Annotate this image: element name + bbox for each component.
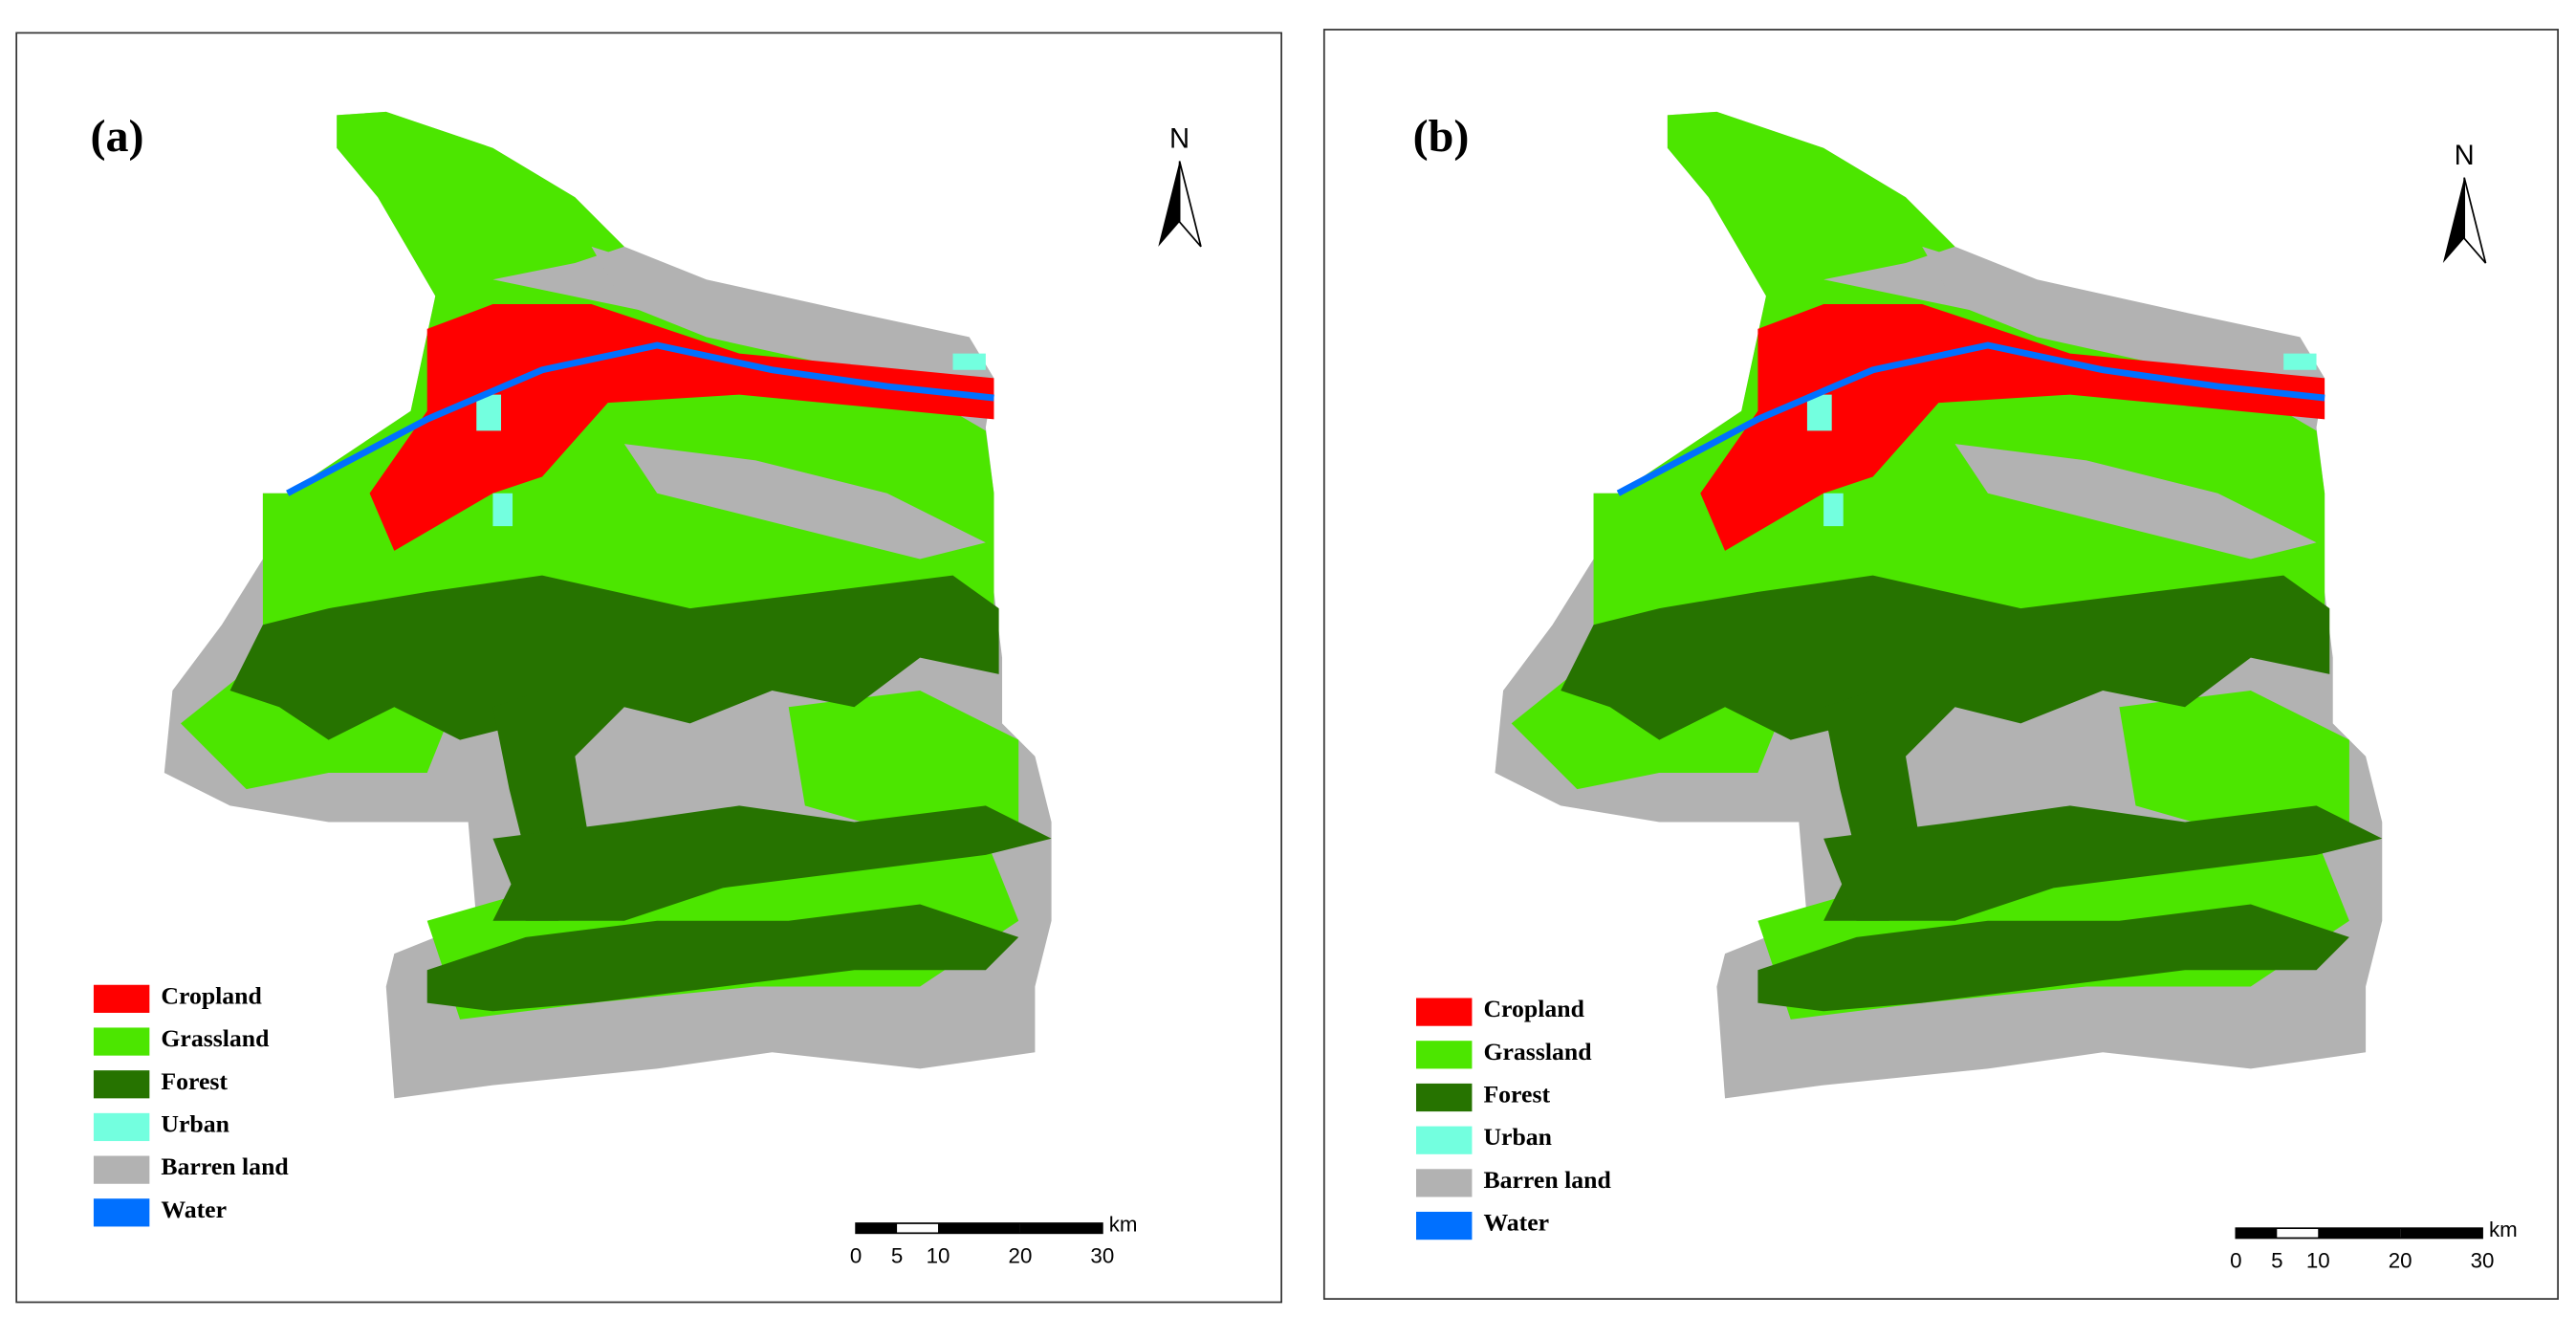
legend-label: Cropland bbox=[161, 981, 262, 1009]
legend-label: Forest bbox=[161, 1067, 228, 1095]
legend-swatch bbox=[1416, 1126, 1473, 1154]
scale-unit: km bbox=[2489, 1218, 2518, 1241]
scale-label: 20 bbox=[1009, 1243, 1033, 1267]
legend-swatch bbox=[93, 1155, 150, 1184]
legend-label: Forest bbox=[1483, 1081, 1550, 1108]
legend-label: Grassland bbox=[161, 1024, 270, 1052]
scale-label: 5 bbox=[2271, 1248, 2282, 1272]
panel-frame bbox=[15, 32, 1282, 1304]
scale-unit: km bbox=[1109, 1213, 1138, 1237]
legend-label: Urban bbox=[1483, 1123, 1552, 1151]
legend-label: Cropland bbox=[1483, 995, 1584, 1022]
legend-swatch bbox=[1416, 1169, 1473, 1197]
legend-label: Barren land bbox=[161, 1152, 289, 1180]
scale-label: 30 bbox=[2471, 1248, 2495, 1272]
scale-label: 5 bbox=[891, 1243, 903, 1267]
scale-label: 20 bbox=[2389, 1248, 2412, 1272]
legend-swatch bbox=[93, 984, 150, 1013]
panel-frame bbox=[1322, 29, 2559, 1300]
north-label: N bbox=[1169, 124, 1190, 155]
panel-label: (b) bbox=[1413, 111, 1470, 162]
legend-label: Water bbox=[161, 1196, 227, 1223]
legend-swatch bbox=[1416, 1041, 1473, 1069]
scale-label: 0 bbox=[2230, 1248, 2241, 1272]
land-use-map bbox=[1495, 112, 2382, 1098]
legend-swatch bbox=[93, 1112, 150, 1142]
legend-swatch bbox=[93, 1027, 150, 1056]
legend-swatch bbox=[93, 1198, 150, 1227]
legend-swatch bbox=[1416, 1083, 1473, 1112]
scale-segment bbox=[938, 1223, 1020, 1234]
scale-segment bbox=[2236, 1228, 2278, 1239]
north-arrow bbox=[2442, 177, 2465, 264]
scale-label: 10 bbox=[2306, 1248, 2330, 1272]
north-arrow bbox=[1158, 161, 1180, 247]
scale-label: 30 bbox=[1090, 1243, 1114, 1267]
scale-segment bbox=[1019, 1223, 1102, 1234]
land-use-map bbox=[164, 112, 1052, 1098]
legend-label: Grassland bbox=[1483, 1038, 1592, 1065]
scale-segment bbox=[856, 1223, 898, 1234]
scale-label: 10 bbox=[927, 1243, 950, 1267]
north-label: N bbox=[2455, 141, 2475, 171]
legend-label: Water bbox=[1483, 1209, 1549, 1237]
legend-swatch bbox=[93, 1070, 150, 1099]
north-arrow bbox=[1178, 161, 1202, 248]
panel-label: (a) bbox=[90, 111, 143, 162]
legend-label: Barren land bbox=[1483, 1166, 1611, 1194]
north-arrow bbox=[2463, 177, 2487, 264]
legend-swatch bbox=[1416, 998, 1473, 1026]
scale-label: 0 bbox=[850, 1243, 862, 1267]
legend-swatch bbox=[1416, 1211, 1473, 1240]
scale-segment bbox=[2318, 1228, 2401, 1239]
legend-label: Urban bbox=[161, 1109, 229, 1137]
scale-segment bbox=[2400, 1228, 2483, 1239]
